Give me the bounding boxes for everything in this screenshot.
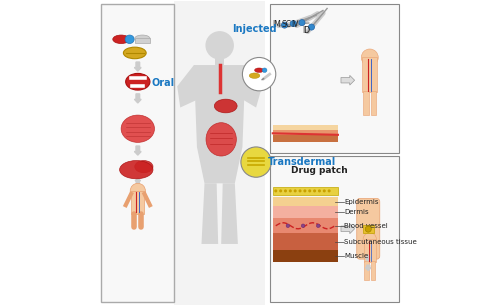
Ellipse shape <box>254 68 264 73</box>
Circle shape <box>130 183 146 199</box>
Circle shape <box>206 31 234 60</box>
Bar <box>272 233 338 250</box>
Text: IV: IV <box>292 20 299 29</box>
Ellipse shape <box>135 35 150 42</box>
Bar <box>363 225 374 233</box>
Bar <box>130 84 146 88</box>
FancyArrow shape <box>341 75 354 85</box>
Polygon shape <box>174 2 265 304</box>
FancyArrow shape <box>341 224 354 234</box>
Circle shape <box>279 189 282 192</box>
FancyBboxPatch shape <box>356 199 380 259</box>
Text: ID: ID <box>302 26 310 35</box>
Ellipse shape <box>113 35 130 43</box>
Bar <box>364 239 376 262</box>
Circle shape <box>290 21 296 27</box>
Circle shape <box>282 22 288 28</box>
Circle shape <box>363 233 376 246</box>
Ellipse shape <box>135 161 153 173</box>
Bar <box>272 250 338 262</box>
Circle shape <box>274 189 278 192</box>
Ellipse shape <box>120 161 153 179</box>
Text: Dermis: Dermis <box>344 209 369 215</box>
Bar <box>272 197 338 206</box>
Ellipse shape <box>249 73 260 78</box>
Circle shape <box>323 189 326 192</box>
Text: Transdermal: Transdermal <box>268 157 336 167</box>
Bar <box>371 91 376 115</box>
Ellipse shape <box>125 35 134 43</box>
Text: Muscle: Muscle <box>344 253 368 259</box>
Bar <box>272 187 338 195</box>
Bar <box>102 4 174 302</box>
FancyArrow shape <box>366 255 371 261</box>
Circle shape <box>308 189 312 192</box>
Polygon shape <box>177 65 202 107</box>
Text: Blood vessel: Blood vessel <box>344 223 388 229</box>
Text: Oral: Oral <box>152 78 174 88</box>
Text: IM: IM <box>272 20 281 29</box>
Bar <box>131 191 144 214</box>
Bar <box>363 91 368 115</box>
Ellipse shape <box>124 47 146 59</box>
Circle shape <box>298 189 302 192</box>
Circle shape <box>365 226 372 232</box>
Circle shape <box>304 189 306 192</box>
FancyArrow shape <box>134 94 141 103</box>
Circle shape <box>313 189 316 192</box>
Ellipse shape <box>262 68 267 73</box>
FancyArrow shape <box>134 146 141 155</box>
FancyArrow shape <box>366 265 371 271</box>
Bar <box>272 206 338 218</box>
Circle shape <box>284 189 287 192</box>
Bar <box>135 38 150 43</box>
Circle shape <box>301 224 305 228</box>
Circle shape <box>286 224 290 228</box>
Polygon shape <box>194 65 246 183</box>
Bar <box>215 50 224 65</box>
Text: Epidermis: Epidermis <box>344 199 379 204</box>
Circle shape <box>299 20 305 26</box>
Text: Injected: Injected <box>232 24 276 34</box>
Text: Drug patch: Drug patch <box>291 166 348 175</box>
Ellipse shape <box>126 73 150 90</box>
Bar <box>370 261 375 280</box>
Circle shape <box>289 189 292 192</box>
Circle shape <box>316 224 320 228</box>
Polygon shape <box>202 183 218 244</box>
Ellipse shape <box>214 99 237 113</box>
FancyArrow shape <box>135 188 140 193</box>
Circle shape <box>241 147 271 177</box>
Text: SC: SC <box>281 20 291 29</box>
Bar <box>270 4 398 153</box>
Polygon shape <box>238 65 262 107</box>
Bar <box>270 156 398 302</box>
Circle shape <box>294 189 296 192</box>
Polygon shape <box>221 183 238 244</box>
Text: Subcutaneous tissue: Subcutaneous tissue <box>344 239 417 245</box>
Circle shape <box>308 24 314 30</box>
Bar <box>362 58 378 92</box>
Circle shape <box>318 189 321 192</box>
Circle shape <box>362 49 378 66</box>
Circle shape <box>328 189 330 192</box>
Bar <box>364 261 369 280</box>
FancyArrow shape <box>135 178 140 183</box>
Ellipse shape <box>206 123 236 156</box>
FancyArrow shape <box>134 62 141 71</box>
Bar <box>272 130 338 136</box>
Circle shape <box>242 58 276 91</box>
Ellipse shape <box>121 115 154 142</box>
Bar <box>128 76 147 80</box>
Bar <box>272 218 338 233</box>
Bar <box>272 125 338 131</box>
Bar <box>272 135 338 142</box>
